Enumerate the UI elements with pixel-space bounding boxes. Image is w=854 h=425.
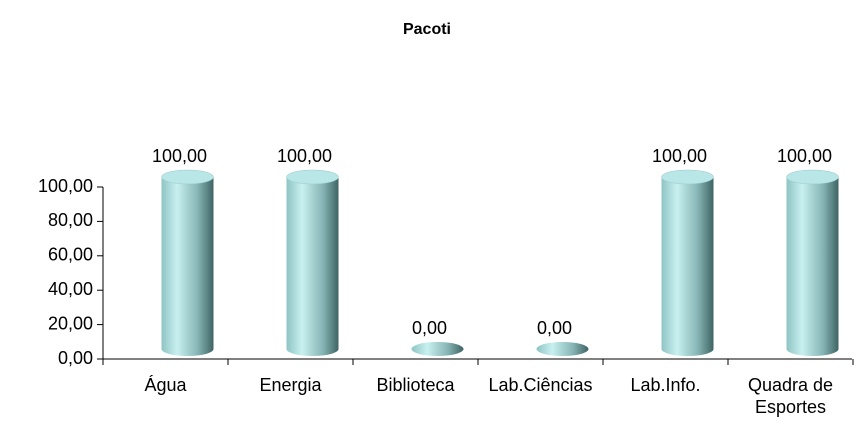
x-tick-label: Água — [144, 375, 187, 395]
bar-top — [286, 169, 339, 185]
bar-top — [161, 169, 214, 185]
bar-top — [786, 169, 839, 185]
bar — [661, 170, 714, 356]
y-tick-label: 60,00 — [48, 245, 93, 265]
bar-top — [661, 169, 714, 185]
value-label: 100,00 — [152, 146, 207, 166]
value-label: 0,00 — [537, 318, 572, 338]
bar — [411, 342, 464, 356]
y-tick-label: 0,00 — [58, 348, 93, 368]
y-tick-label: 20,00 — [48, 313, 93, 333]
chart-title: Pacoti — [403, 21, 451, 38]
y-tick-label: 100,00 — [38, 176, 93, 196]
value-label: 0,00 — [412, 318, 447, 338]
x-tick-label: Quadra de Esportes — [747, 375, 834, 417]
x-tick-label: Lab.Info. — [630, 375, 701, 395]
value-label: 100,00 — [777, 146, 832, 166]
bar — [286, 170, 339, 356]
y-tick-label: 80,00 — [48, 210, 93, 230]
x-tick-label: Energia — [259, 375, 322, 395]
value-label: 100,00 — [277, 146, 332, 166]
value-label: 100,00 — [652, 146, 707, 166]
x-tick-label: Lab.Ciências — [488, 375, 593, 395]
y-tick-label: 40,00 — [48, 279, 93, 299]
bar — [786, 170, 839, 356]
bar — [536, 342, 589, 356]
bar — [161, 170, 214, 356]
x-tick-label: Biblioteca — [376, 375, 455, 395]
